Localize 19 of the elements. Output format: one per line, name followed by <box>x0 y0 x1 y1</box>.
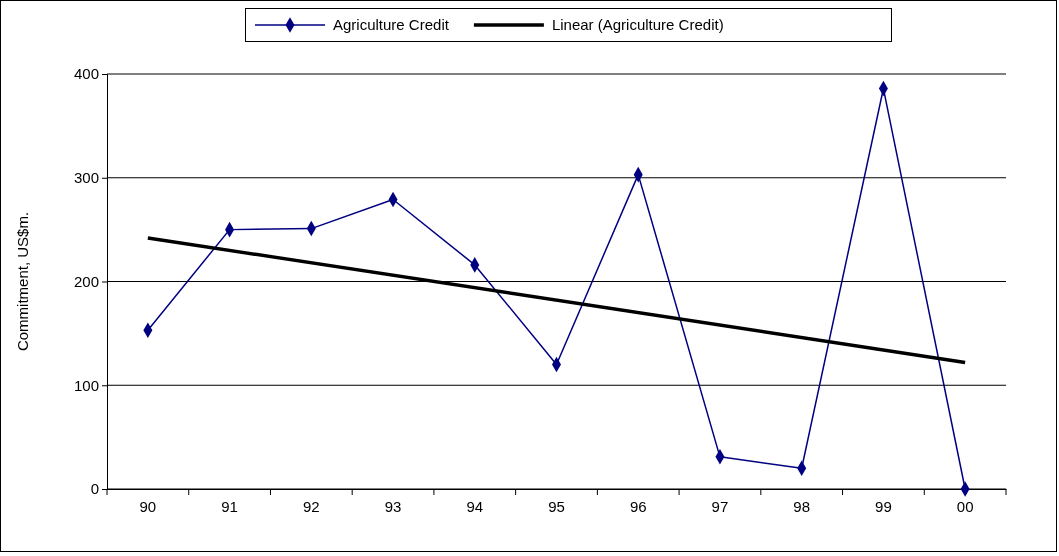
legend-label: Agriculture Credit <box>333 16 450 33</box>
y-axis-title: Commitment, US$m. <box>14 211 31 352</box>
x-tick-label: 96 <box>629 497 647 515</box>
x-tick-label: 93 <box>384 497 402 515</box>
x-tick-label: 97 <box>711 497 729 515</box>
x-tick-label: 99 <box>875 497 892 515</box>
y-tick-label: 100 <box>73 376 99 394</box>
x-tick-label: 95 <box>548 497 565 515</box>
x-tick-label: 90 <box>139 497 157 515</box>
legend-label: Linear (Agriculture Credit) <box>551 16 724 33</box>
y-tick-label: 200 <box>73 272 99 290</box>
x-tick-label: 00 <box>956 497 974 515</box>
x-tick-label: 98 <box>793 497 811 515</box>
x-tick-label: 94 <box>466 497 484 515</box>
y-tick-label: 0 <box>90 480 99 498</box>
x-tick-label: 92 <box>302 497 320 515</box>
y-tick-label: 300 <box>73 169 99 187</box>
x-tick-label: 91 <box>221 497 238 515</box>
y-tick-label: 400 <box>73 65 99 83</box>
